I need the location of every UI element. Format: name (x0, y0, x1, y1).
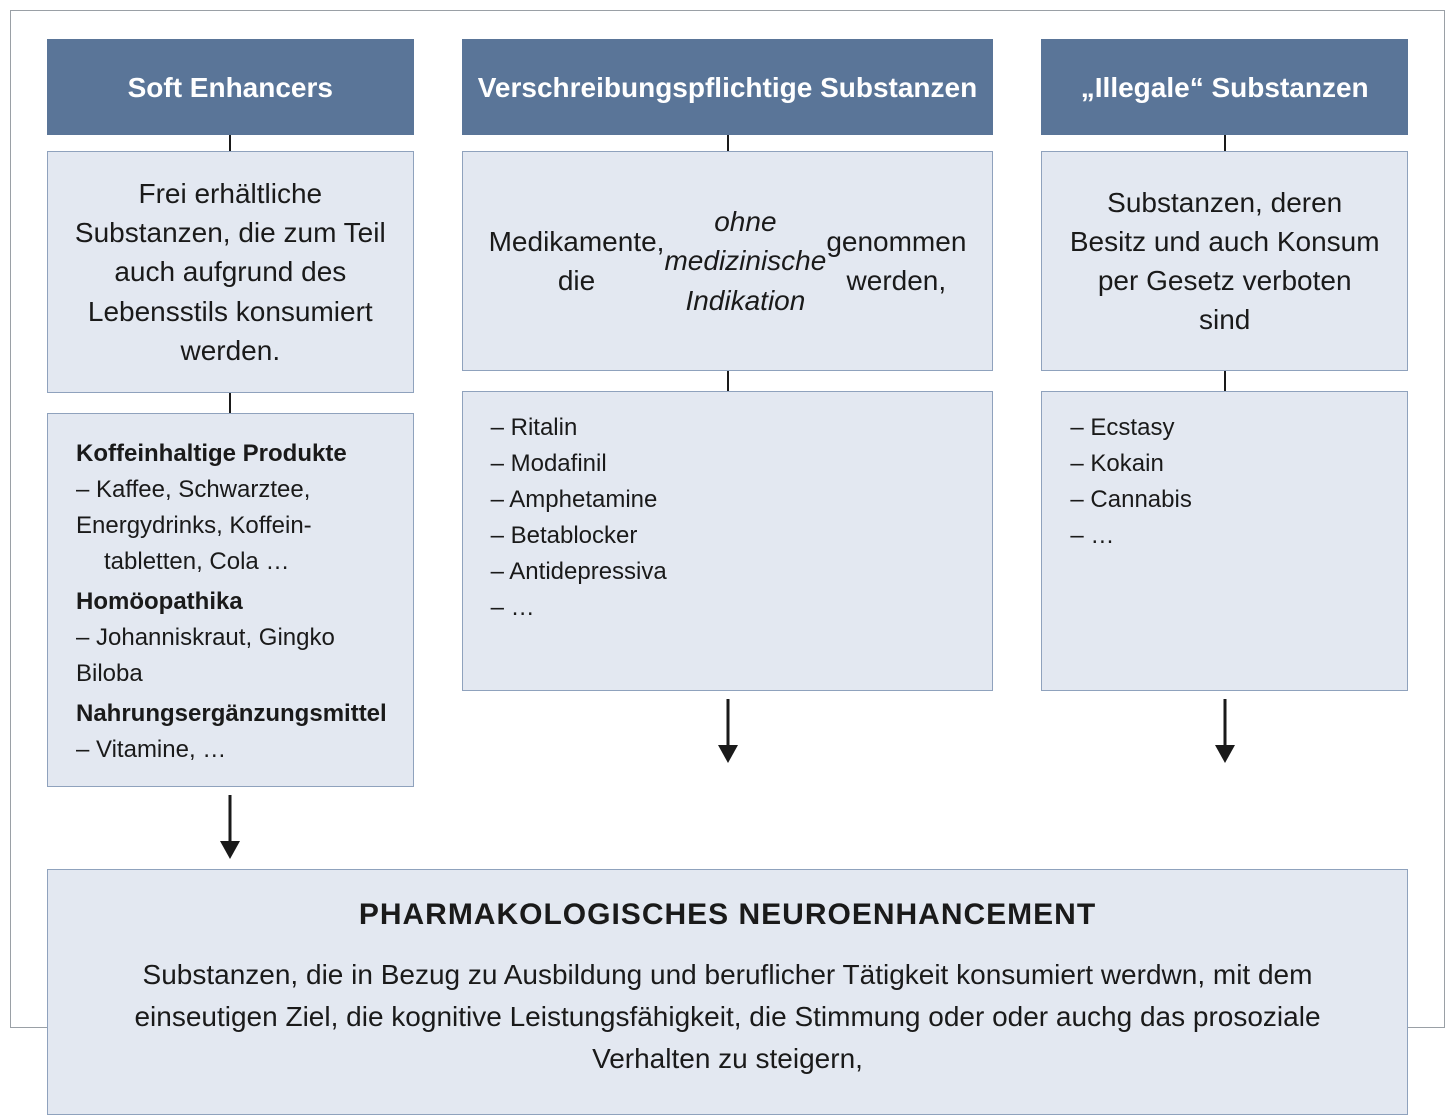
arrow-down-icon (714, 699, 742, 763)
list-item: Kokain (1070, 446, 1383, 482)
columns-row: Soft Enhancers Frei erhältliche Substanz… (47, 39, 1408, 863)
list-group-title: Nahrungsergänzungsmittel (76, 696, 389, 732)
diagram-frame: Soft Enhancers Frei erhältliche Substanz… (10, 10, 1445, 1028)
list-item: Betablocker (491, 518, 969, 554)
connector-line (229, 393, 231, 413)
list-illegal: EcstasyKokainCannabis… (1041, 391, 1408, 691)
list-item: Kaffee, Schwarztee, Energydrinks, Koffei… (76, 472, 389, 580)
desc-illegal: Substanzen, deren Besitz und auch Konsum… (1041, 151, 1408, 371)
list-item: Amphetamine (491, 482, 969, 518)
list-item: Johanniskraut, Gingko Biloba (76, 620, 389, 692)
list-item: Antidepressiva (491, 554, 969, 590)
connector-line (1224, 371, 1226, 391)
bottom-text: Substanzen, die in Bezug zu Ausbildung u… (88, 954, 1367, 1080)
header-soft-enhancers: Soft Enhancers (47, 39, 414, 135)
arrow-down-icon (1211, 699, 1239, 763)
list-item: … (491, 590, 969, 626)
header-prescription: Verschreibungspflichtige Substanzen (462, 39, 994, 135)
connector-line (727, 371, 729, 391)
desc-soft-enhancers: Frei erhältliche Substanzen, die zum Tei… (47, 151, 414, 393)
column-illegal: „Illegale“ Substanzen Substanzen, deren … (1041, 39, 1408, 863)
list-item: Vitamine, … (76, 732, 389, 768)
list-item: … (1070, 518, 1383, 554)
connector-line (229, 135, 231, 151)
bottom-title: PHARMAKOLOGISCHES NEUROENHANCEMENT (88, 898, 1367, 932)
list-soft-enhancers: Koffeinhaltige ProdukteKaffee, Schwarzte… (47, 413, 414, 787)
column-prescription: Verschreibungspflichtige Substanzen Medi… (462, 39, 994, 863)
list-item: Ritalin (491, 410, 969, 446)
connector-line (1224, 135, 1226, 151)
header-illegal: „Illegale“ Substanzen (1041, 39, 1408, 135)
list-group-title: Koffeinhaltige Produkte (76, 436, 389, 472)
arrow-down-icon (216, 795, 244, 859)
list-item: Ecstasy (1070, 410, 1383, 446)
list-item: Modafinil (491, 446, 969, 482)
desc-prescription: Medikamente, die ohne medizinische Indik… (462, 151, 994, 371)
connector-line (727, 135, 729, 151)
list-group-title: Homöopathika (76, 584, 389, 620)
column-soft-enhancers: Soft Enhancers Frei erhältliche Substanz… (47, 39, 414, 863)
list-item: Cannabis (1070, 482, 1383, 518)
bottom-summary-box: PHARMAKOLOGISCHES NEUROENHANCEMENT Subst… (47, 869, 1408, 1115)
list-prescription: RitalinModafinilAmphetamineBetablockerAn… (462, 391, 994, 691)
